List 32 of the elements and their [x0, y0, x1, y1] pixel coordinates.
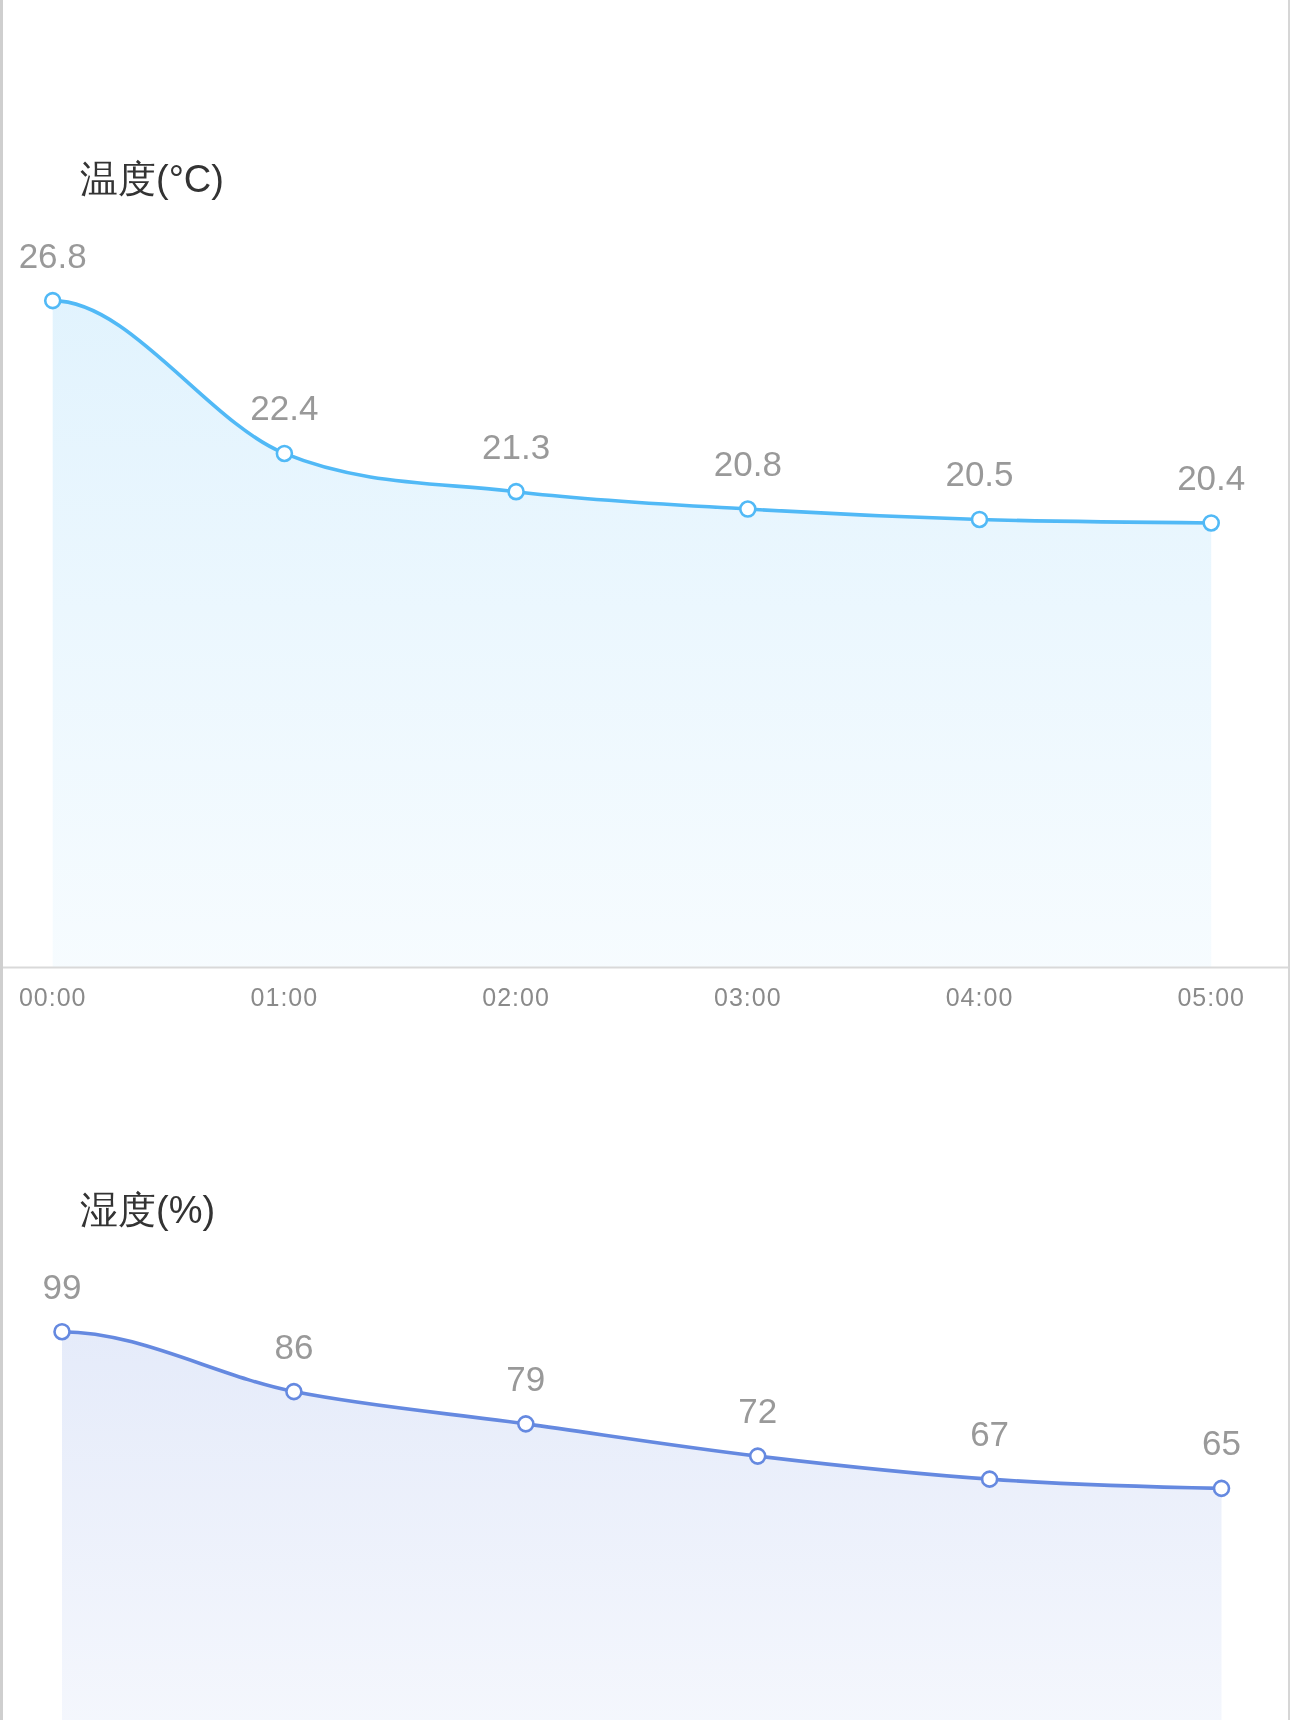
data-label: 20.8	[713, 444, 782, 484]
data-label: 20.4	[1177, 457, 1246, 497]
point	[739, 500, 757, 518]
point	[748, 1447, 767, 1465]
data-label: 22.4	[250, 388, 319, 428]
data-label: 20.5	[945, 454, 1014, 494]
data-label: 21.3	[482, 426, 551, 466]
data-label: 67	[970, 1414, 1010, 1454]
data-label: 65	[1202, 1423, 1241, 1463]
x-tick-label: 01:00	[250, 982, 319, 1011]
point	[517, 1415, 535, 1433]
x-tick-label: 04:00	[945, 982, 1014, 1011]
data-label: 72	[738, 1391, 778, 1431]
point	[980, 1470, 999, 1488]
data-label: 86	[274, 1326, 314, 1366]
point	[53, 1322, 71, 1341]
data-label: 26.8	[18, 235, 87, 275]
data-label: 79	[506, 1358, 546, 1398]
point	[275, 444, 294, 463]
point	[507, 482, 525, 501]
point	[1212, 1479, 1231, 1498]
chart-title: 温度(°C)	[80, 158, 224, 200]
x-tick-label: 00:00	[18, 982, 87, 1011]
x-tick-label: 05:00	[1177, 982, 1245, 1011]
point	[285, 1382, 303, 1401]
point	[1202, 514, 1220, 532]
x-tick-label: 02:00	[482, 982, 550, 1011]
data-label: 99	[42, 1266, 82, 1306]
point	[970, 510, 989, 529]
point	[43, 291, 62, 310]
chart-title: 湿度(%)	[80, 1189, 216, 1231]
x-tick-label: 03:00	[714, 982, 782, 1011]
